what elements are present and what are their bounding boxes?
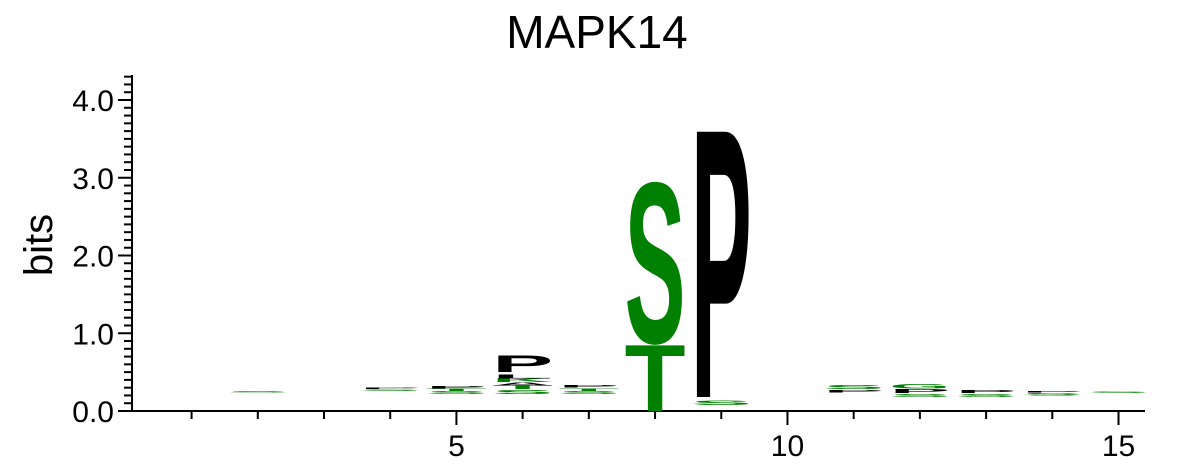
svg-text:P: P: [889, 388, 950, 394]
logo-letter-T-pos8: T: [625, 325, 686, 432]
logo-letter-P-pos13: P: [956, 389, 1017, 394]
svg-text:S: S: [823, 384, 884, 390]
x-axis: 5 10 15: [132, 410, 1145, 463]
svg-text:P: P: [823, 389, 884, 393]
svg-text:L: L: [492, 373, 553, 379]
svg-text:G: G: [889, 383, 950, 390]
logo-letter-S-pos9: S: [691, 399, 752, 406]
y-tick-label: 2.0: [72, 241, 114, 274]
logo-letter-G-pos12: G: [889, 383, 950, 390]
logo-letter-P-pos14: P: [1022, 390, 1083, 392]
svg-text:K: K: [492, 377, 553, 383]
logo-letter-T-pos5: T: [426, 388, 487, 392]
svg-text:S: S: [558, 390, 619, 395]
logo-letter-P-pos4: P: [360, 387, 421, 389]
logo-letter-S-pos11: S: [823, 384, 884, 390]
svg-text:P: P: [426, 386, 487, 390]
x-tick-label: 10: [771, 430, 804, 463]
svg-text:S: S: [492, 389, 553, 395]
svg-text:A: A: [492, 381, 553, 386]
x-tick-label: 5: [448, 430, 465, 463]
logo-letter-S-pos7: S: [558, 390, 619, 395]
svg-text:T: T: [492, 384, 553, 390]
logo-letter-K-pos6: K: [492, 377, 553, 383]
logo-letter-P-pos5: P: [426, 386, 487, 390]
y-axis: 0.0 1.0 2.0 3.0 4.0: [72, 75, 133, 429]
logo-letter-S-pos15: S: [1088, 391, 1149, 393]
svg-text:T: T: [558, 388, 619, 392]
logo-letter-S-pos12: S: [889, 393, 950, 398]
logo-letter-S-pos4: S: [360, 389, 421, 391]
svg-text:P: P: [691, 49, 752, 471]
y-axis-label: bits: [17, 214, 61, 276]
logo-letter-P-pos11: P: [823, 389, 884, 393]
logo-letter-S-pos6: S: [492, 389, 553, 395]
svg-text:S: S: [956, 393, 1017, 398]
svg-text:P: P: [956, 389, 1017, 394]
logo-letter-S-pos5: S: [426, 390, 487, 395]
logo-letter-L-pos6: L: [492, 373, 553, 379]
y-tick-label: 3.0: [72, 163, 114, 196]
logo-letter-A-pos6: A: [492, 381, 553, 386]
logo-letter-P-pos6: P: [492, 351, 553, 377]
svg-text:P: P: [360, 387, 421, 389]
svg-text:T: T: [426, 388, 487, 392]
logo-letter-S-pos8: S: [625, 135, 686, 393]
svg-text:S: S: [1088, 391, 1149, 393]
svg-text:S: S: [426, 390, 487, 395]
svg-text:P: P: [1022, 390, 1083, 392]
logo-letter-P-pos9: P: [691, 49, 752, 471]
svg-text:S: S: [625, 135, 686, 393]
svg-text:S: S: [889, 393, 950, 398]
chart-title: MAPK14: [506, 6, 688, 58]
logo-letter-T-pos7: T: [558, 388, 619, 392]
logo-letter-S-pos2: S: [227, 390, 288, 392]
y-tick-label: 0.0: [72, 396, 114, 429]
y-tick-label: 4.0: [72, 85, 114, 118]
svg-text:S: S: [691, 399, 752, 406]
x-tick-label: 15: [1102, 430, 1135, 463]
svg-text:S: S: [360, 389, 421, 391]
logo-letter-S-pos13: S: [956, 393, 1017, 398]
logo-letter-P-pos12: P: [889, 388, 950, 394]
logo-letter-S-pos14: S: [1022, 393, 1083, 397]
svg-text:S: S: [227, 390, 288, 392]
svg-text:P: P: [558, 385, 619, 389]
logo-letter-T-pos6: T: [492, 384, 553, 390]
svg-text:P: P: [492, 351, 553, 377]
svg-text:S: S: [1022, 393, 1083, 397]
svg-text:T: T: [625, 325, 686, 432]
logo-letter-P-pos7: P: [558, 385, 619, 389]
y-tick-label: 1.0: [72, 318, 114, 351]
